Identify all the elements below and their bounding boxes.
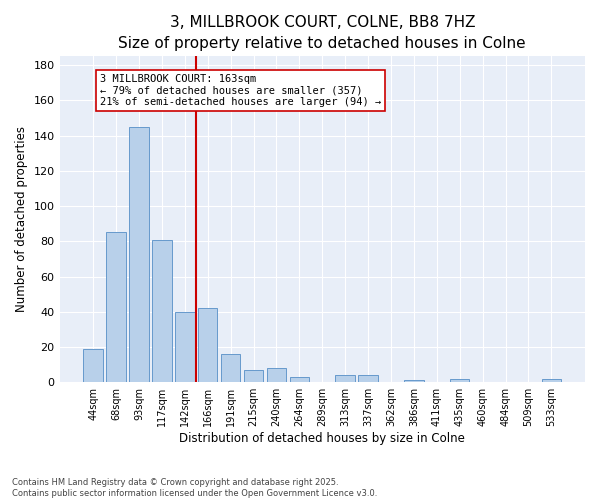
Bar [106, 232, 126, 382]
Bar [267, 368, 286, 382]
Bar [450, 378, 469, 382]
Bar [83, 348, 103, 382]
Bar [152, 240, 172, 382]
Bar [358, 375, 378, 382]
Bar [198, 308, 217, 382]
Title: 3, MILLBROOK COURT, COLNE, BB8 7HZ
Size of property relative to detached houses : 3, MILLBROOK COURT, COLNE, BB8 7HZ Size … [118, 15, 526, 51]
Bar [542, 378, 561, 382]
Bar [290, 377, 309, 382]
Text: 3 MILLBROOK COURT: 163sqm
← 79% of detached houses are smaller (357)
21% of semi: 3 MILLBROOK COURT: 163sqm ← 79% of detac… [100, 74, 381, 107]
Bar [129, 127, 149, 382]
Y-axis label: Number of detached properties: Number of detached properties [15, 126, 28, 312]
Bar [221, 354, 241, 382]
Text: Contains HM Land Registry data © Crown copyright and database right 2025.
Contai: Contains HM Land Registry data © Crown c… [12, 478, 377, 498]
Bar [244, 370, 263, 382]
Bar [335, 375, 355, 382]
Bar [404, 380, 424, 382]
X-axis label: Distribution of detached houses by size in Colne: Distribution of detached houses by size … [179, 432, 465, 445]
Bar [175, 312, 194, 382]
